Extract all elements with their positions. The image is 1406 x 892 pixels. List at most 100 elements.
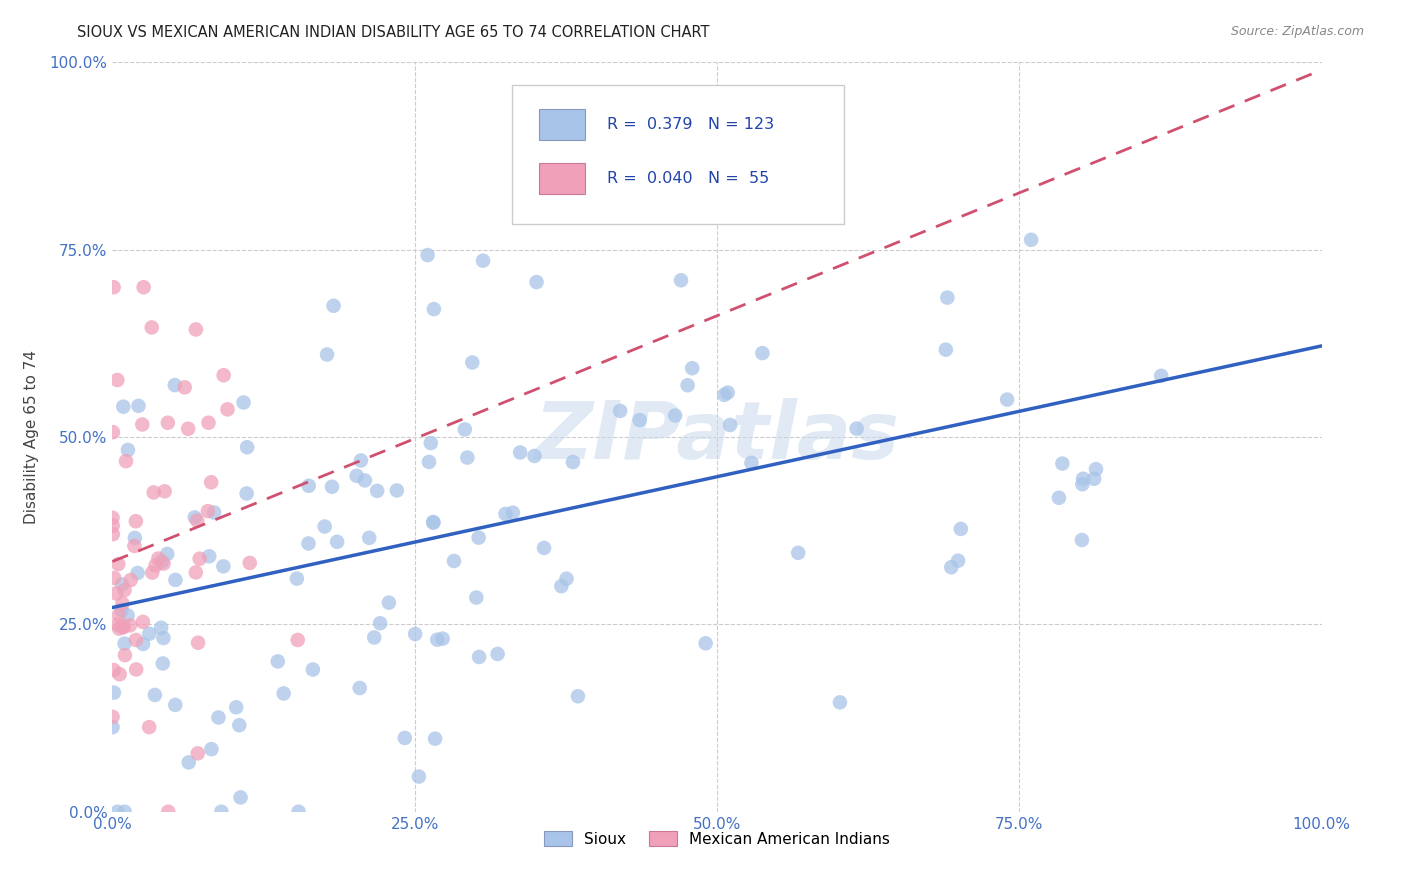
Text: R =  0.040   N =  55: R = 0.040 N = 55 [607,171,769,186]
Point [935,343,957,357]
Point [287,805,309,819]
Point [101,720,124,734]
Point [378,596,401,610]
Point [101,527,124,541]
Point [555,572,578,586]
Point [125,662,148,676]
Point [301,663,323,677]
Point [200,475,222,490]
Point [127,566,149,580]
Y-axis label: Disability Age 65 to 74: Disability Age 65 to 74 [24,350,38,524]
Point [751,346,773,360]
Point [419,436,441,450]
Point [422,516,444,530]
Point [1019,233,1042,247]
Text: Source: ZipAtlas.com: Source: ZipAtlas.com [1230,25,1364,38]
Point [103,571,125,585]
Point [695,636,717,650]
Point [107,617,129,632]
Point [346,468,368,483]
Point [165,698,187,712]
Point [141,566,163,580]
Point [368,616,391,631]
Point [114,805,136,819]
Point [112,400,135,414]
Point [533,541,555,555]
Point [114,583,136,598]
Point [112,620,135,634]
Point [143,688,166,702]
Point [350,453,373,467]
FancyBboxPatch shape [512,85,844,224]
Point [285,572,308,586]
Point [787,546,810,560]
Bar [540,109,585,140]
Point [111,620,134,634]
Point [105,586,128,600]
Point [120,573,142,587]
Point [177,756,200,770]
Point [132,615,155,629]
Point [101,510,124,524]
Point [207,710,229,724]
Point [1085,462,1108,476]
Point [209,805,232,819]
Point [186,514,208,528]
Point [114,637,136,651]
Point [641,169,664,184]
Point [550,579,572,593]
Point [669,273,692,287]
Point [107,805,129,819]
Point [468,649,491,664]
Point [1071,472,1094,486]
Legend: Sioux, Mexican American Indians: Sioux, Mexican American Indians [538,824,896,853]
Point [523,449,546,463]
Point [717,385,740,400]
Point [426,632,449,647]
Point [187,747,209,761]
Point [526,275,548,289]
Point [184,566,207,580]
Point [198,549,221,564]
Point [298,479,321,493]
Point [718,417,741,432]
Point [124,531,146,545]
Point [354,474,377,488]
Point [125,632,148,647]
Point [114,648,136,662]
Point [936,291,959,305]
Point [486,647,509,661]
Point [235,486,257,500]
Point [110,603,132,617]
Point [316,347,339,361]
Point [267,654,290,668]
Point [946,554,969,568]
Point [232,395,254,409]
Point [118,618,141,632]
Point [845,422,868,436]
Point [472,253,495,268]
Point [177,422,200,436]
Point [314,519,336,533]
Point [142,485,165,500]
Point [173,380,195,394]
Point [676,378,699,392]
Point [416,248,439,262]
Point [111,597,134,611]
Point [229,790,252,805]
Point [495,507,517,521]
Point [418,455,440,469]
Text: R =  0.379   N = 123: R = 0.379 N = 123 [607,117,775,132]
Point [949,522,972,536]
Point [124,539,146,553]
Point [153,484,176,499]
Point [385,483,408,498]
Point [443,554,465,568]
Point [432,632,454,646]
Bar [540,163,585,194]
Point [103,663,125,677]
Point [423,302,446,317]
Point [502,506,524,520]
Point [713,388,735,402]
Point [107,608,129,623]
